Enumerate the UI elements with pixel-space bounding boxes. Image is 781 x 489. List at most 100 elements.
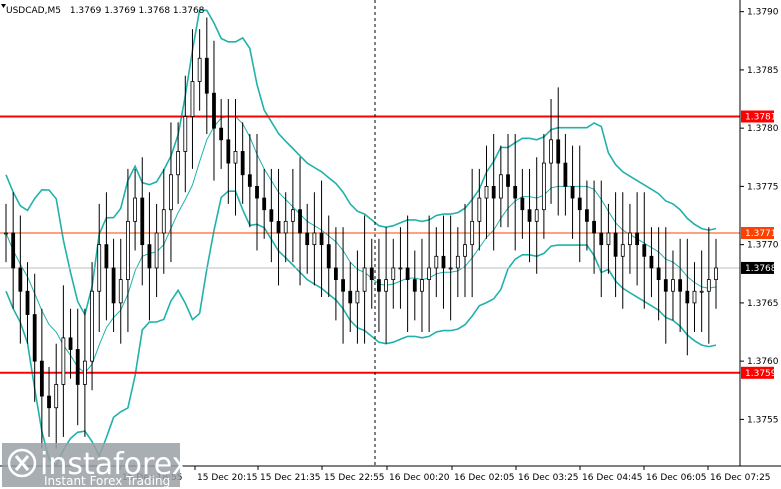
candlesticks	[4, 17, 718, 449]
instaforex-logo-mark	[7, 448, 37, 478]
level-badge-label: 1.3781	[745, 113, 777, 123]
candle-body	[663, 279, 668, 292]
current-price-label: 1.3768	[745, 264, 777, 274]
candle-body	[32, 314, 37, 362]
candle-body	[47, 395, 51, 409]
instaforex-logo: instaforex Instant Forex Trading	[2, 443, 189, 488]
candle-body	[642, 244, 647, 257]
candle-body	[212, 92, 216, 129]
candle-body	[477, 197, 482, 222]
candle-body	[506, 174, 510, 187]
candle-body	[649, 255, 654, 269]
candle-body	[269, 209, 274, 222]
chart-symbol-header: USDCAD,M5 1.3769 1.3769 1.3768 1.3768	[6, 6, 205, 16]
candle-body	[398, 267, 403, 270]
candle-body	[384, 279, 389, 292]
candle-body	[585, 209, 589, 222]
candle-body	[290, 209, 295, 222]
candle-body	[147, 244, 152, 269]
chart-symbol: USDCAD,M5	[6, 6, 61, 16]
candle-body	[68, 337, 73, 350]
candle-body	[319, 232, 324, 246]
candle-body	[326, 244, 331, 269]
candle-body	[18, 267, 23, 292]
candle-body	[613, 232, 618, 257]
candle-body	[513, 185, 518, 199]
collapse-triangle-icon[interactable]	[1, 4, 6, 8]
level-badge-label: 1.3771	[745, 229, 777, 239]
candle-body	[82, 360, 87, 385]
candle-body	[549, 139, 553, 164]
price-badges: 1.3781 1.3771 1.3759 1.3768	[741, 110, 777, 379]
candle-body	[333, 267, 338, 281]
candle-body	[420, 279, 424, 292]
candle-body	[255, 185, 259, 199]
candle-body	[25, 290, 30, 315]
candle-body	[534, 209, 539, 222]
time-tick-label: 16 Dec 07:25	[710, 473, 771, 483]
candle-body	[61, 337, 66, 385]
candle-body	[498, 174, 503, 199]
candle-body	[491, 185, 496, 199]
candle-body	[305, 232, 310, 246]
candle-body	[628, 232, 632, 246]
candle-body	[671, 279, 675, 292]
chart-ohlc: 1.3769 1.3769 1.3768 1.3768	[70, 6, 205, 16]
logo-tagline: Instant Forex Trading	[44, 474, 170, 488]
candle-body	[448, 267, 453, 270]
candle-body	[348, 290, 353, 304]
candle-body	[620, 244, 625, 257]
candle-body	[391, 267, 396, 281]
candle-body	[11, 232, 16, 269]
price-axis: 1.37901.37851.37801.37751.37701.37651.37…	[740, 8, 779, 425]
candle-body	[341, 279, 345, 292]
candle-body	[104, 244, 109, 269]
candle-body	[599, 232, 604, 246]
level-badge-label: 1.3759	[745, 369, 777, 379]
candle-body	[470, 220, 475, 246]
candle-body	[656, 267, 661, 281]
candle-body	[154, 232, 159, 269]
candle-body	[699, 290, 704, 293]
lower-band	[5, 190, 717, 467]
time-tick-label: 16 Dec 04:45	[582, 473, 643, 483]
candle-body	[247, 174, 252, 187]
time-tick-label: 16 Dec 00:20	[389, 473, 450, 483]
candle-body	[190, 81, 195, 117]
candle-body	[161, 209, 166, 234]
candle-body	[97, 244, 102, 292]
price-tick-label: 1.3765	[747, 299, 779, 309]
upper-band	[5, 8, 717, 317]
candle-body	[484, 185, 489, 199]
candle-body	[133, 197, 137, 222]
candle-body	[455, 255, 460, 269]
price-tick-label: 1.3770	[747, 241, 779, 251]
candle-body	[577, 197, 582, 211]
candle-body	[527, 209, 532, 222]
candle-body	[140, 197, 145, 246]
candle-body	[118, 279, 123, 304]
price-tick-label: 1.3755	[747, 415, 779, 425]
candle-body	[714, 267, 718, 281]
candle-body	[39, 360, 44, 397]
candle-body	[592, 220, 596, 234]
candle-body	[219, 127, 224, 141]
candle-body	[463, 244, 467, 257]
candle-body	[4, 232, 8, 235]
bollinger-bands	[5, 8, 717, 467]
candle-body	[377, 279, 381, 292]
level-badge	[741, 227, 774, 239]
price-tick-label: 1.3790	[747, 8, 779, 18]
candle-body	[283, 220, 288, 234]
time-tick-label: 15 Dec 20:15	[197, 473, 258, 483]
candle-body	[226, 139, 231, 164]
candle-body	[355, 290, 360, 304]
candle-body	[369, 267, 374, 281]
candle-body	[520, 197, 525, 211]
candle-body	[541, 162, 546, 211]
candle-body	[169, 174, 173, 211]
candle-body	[90, 290, 94, 362]
candle-body	[678, 279, 683, 292]
